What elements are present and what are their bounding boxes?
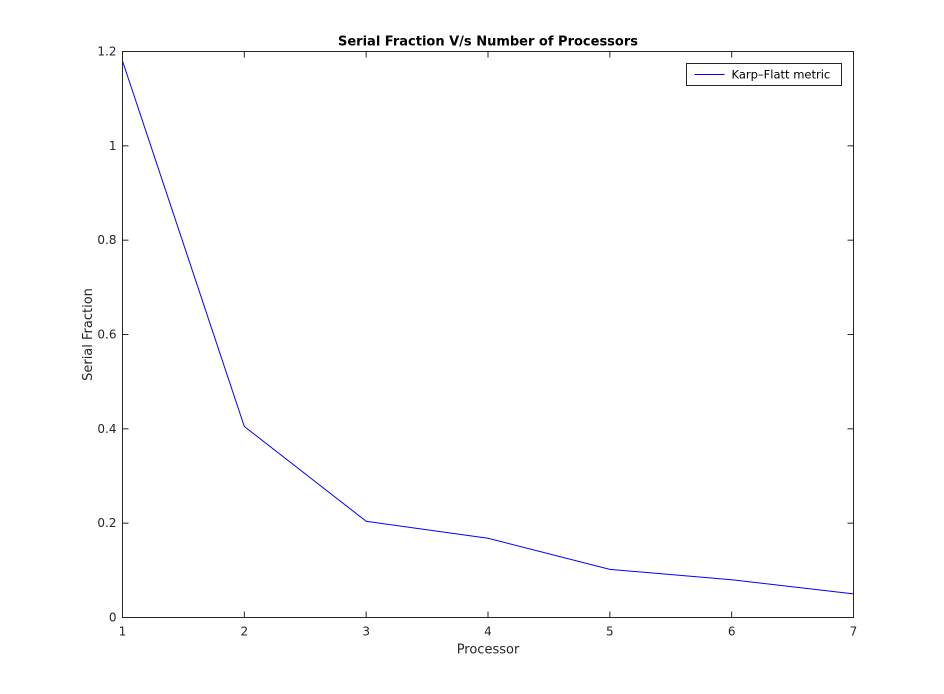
y-tick-label: 0.8 [97,233,116,247]
x-tick-label: 5 [606,625,614,639]
plot-area [122,51,854,618]
y-tick-label: 1 [109,139,117,153]
axes-box [122,51,854,618]
y-axis-label: Serial Fraction [81,288,96,381]
x-axis-label: Processor [457,643,520,658]
x-tick-label: 4 [484,625,492,639]
legend-box [686,63,842,86]
y-tick-label: 0.6 [97,328,116,342]
y-tick-label: 0.2 [97,516,116,530]
y-tick-label: 0 [109,611,117,625]
x-tick-label: 3 [362,625,370,639]
x-tick-label: 1 [119,625,127,639]
series-layer [122,60,854,595]
x-tick-label: 2 [241,625,249,639]
legend: Karp–Flatt metric [686,63,842,86]
legend-label-karp-flatt-metric: Karp–Flatt metric [732,68,831,82]
y-tick-label: 0.4 [97,422,116,436]
x-tick-label: 7 [850,625,858,639]
y-axis-ticks: 0 0.2 0.4 0.6 0.8 1 1.2 [97,45,854,625]
y-tick-label: 1.2 [97,45,116,59]
series-line-karp-flatt-metric [122,60,854,595]
chart-title: Serial Fraction V/s Number of Processors [338,35,638,50]
x-tick-label: 6 [728,625,736,639]
